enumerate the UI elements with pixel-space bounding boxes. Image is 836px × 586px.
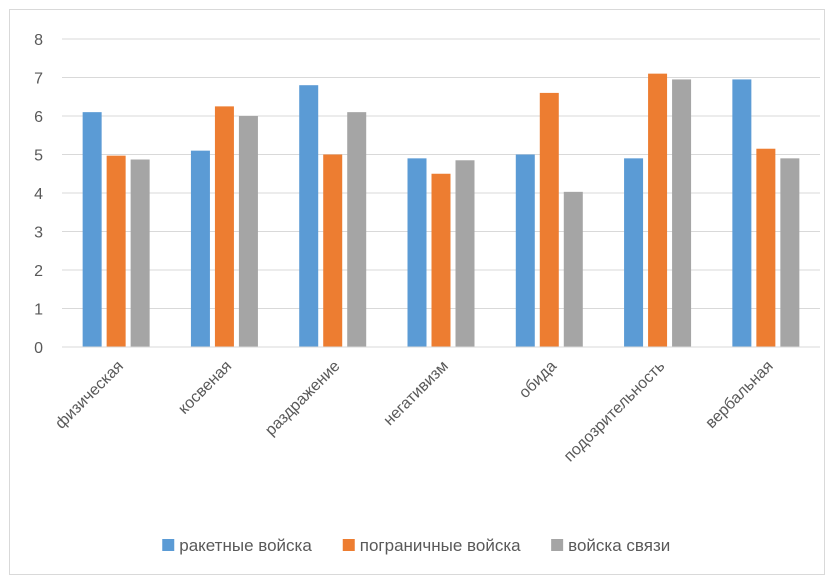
y-tick-label: 4 [34,186,43,203]
bar-3-3 [347,112,367,348]
y-tick-label: 1 [34,302,43,319]
bar-3-1 [130,159,150,347]
bar-1-7 [732,79,752,348]
bar-2-3 [323,154,343,347]
bars [82,73,800,348]
bar-1-1 [82,112,102,348]
legend-label: ракетные войска [179,536,312,555]
y-axis-tick-labels: 0 1 2 3 4 5 6 7 8 [34,32,43,357]
y-tick-label: 8 [34,32,43,49]
category-label: обида [516,358,560,402]
bar-3-2 [238,116,258,347]
bar-2-7 [756,148,776,347]
y-tick-label: 0 [34,340,43,357]
legend-swatch [162,539,175,551]
category-label: косвеная [175,358,235,418]
x-axis-category-labels: физическая косвеная раздражение негативизм о… [52,358,776,466]
bar-2-6 [648,73,668,348]
legend-swatch [342,539,355,551]
legend-swatch [551,539,564,551]
bar-1-3 [299,85,319,347]
y-tick-label: 3 [34,225,43,242]
category-label: раздражение [262,358,343,439]
category-label: негативизм [381,358,452,429]
bar-2-4 [431,173,451,347]
bar-1-4 [407,158,427,347]
category-label: вербальная [703,358,777,432]
bar-3-5 [563,191,583,347]
y-tick-label: 2 [34,263,43,280]
gridlines [62,38,820,309]
bar-3-7 [780,158,800,347]
y-tick-label: 5 [34,148,43,165]
category-label: подозрительность [561,358,669,466]
legend: ракетные войска пограничные войска войска … [162,536,670,555]
bar-2-1 [106,155,126,347]
bar-1-2 [190,150,210,347]
y-tick-label: 6 [34,109,43,126]
bar-1-6 [624,158,644,347]
bar-2-2 [214,106,234,347]
legend-label: пограничные войска [360,536,521,555]
category-label: физическая [52,358,127,433]
legend-label: войска связи [568,536,670,555]
bar-2-5 [539,92,559,348]
bar-3-6 [672,79,692,348]
y-tick-label: 7 [34,71,43,88]
bar-1-5 [515,154,535,347]
bar-3-4 [455,160,475,347]
